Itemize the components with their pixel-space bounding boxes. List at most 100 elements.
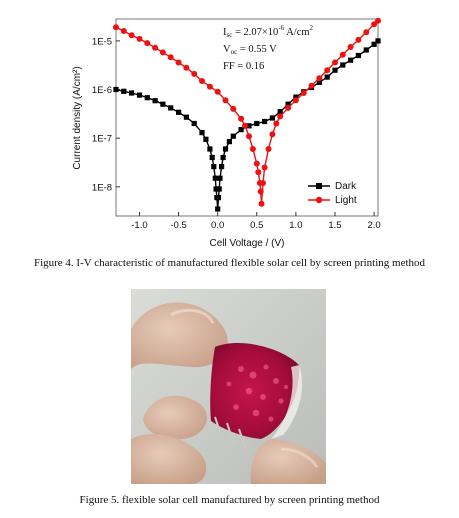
data-point <box>254 120 260 127</box>
series-light <box>113 17 381 207</box>
data-point <box>214 88 221 95</box>
data-point <box>129 90 135 96</box>
data-point <box>265 146 272 152</box>
data-point <box>144 40 151 47</box>
legend-marker-light <box>315 196 323 204</box>
data-point <box>285 101 291 107</box>
legend-marker-dark <box>316 183 322 189</box>
x-tick-label: 0.0 <box>211 220 224 231</box>
y-tick-label: 1E-5 <box>92 36 112 47</box>
data-point <box>191 120 197 127</box>
data-point <box>168 105 174 111</box>
data-point <box>324 74 330 80</box>
data-point <box>300 90 307 96</box>
data-point <box>203 136 209 142</box>
data-point <box>183 64 190 71</box>
data-point <box>113 86 119 93</box>
data-point <box>159 49 166 56</box>
data-point <box>285 104 292 111</box>
data-point <box>217 175 223 181</box>
data-point <box>246 133 252 140</box>
data-point <box>191 70 198 77</box>
data-point <box>332 59 338 66</box>
y-tick-label: 1E-7 <box>92 134 112 145</box>
data-point <box>230 133 236 139</box>
data-point <box>152 44 159 51</box>
data-point <box>175 59 182 66</box>
data-point <box>215 206 221 212</box>
legend-label-light: Light <box>335 195 357 206</box>
legend-label-dark: Dark <box>335 181 357 192</box>
data-point <box>246 123 252 129</box>
data-point <box>167 54 174 61</box>
data-point <box>293 94 299 100</box>
data-point <box>220 154 226 161</box>
data-point <box>316 79 322 85</box>
plot-frame <box>115 18 379 217</box>
figure-4-iv-chart: -1.0 -0.5 0.0 0.5 1.0 1.5 2.01E-81E-71E-61E-5 … <box>72 17 381 249</box>
data-point <box>120 28 127 34</box>
data-point <box>211 164 217 170</box>
data-point <box>238 127 244 133</box>
data-point <box>260 180 266 186</box>
data-point <box>255 169 262 176</box>
data-point <box>363 29 370 36</box>
x-tick-label: 0.5 <box>250 220 263 231</box>
annotation-isc: Isc = 2.07×10-6 A/cm2 <box>223 24 314 39</box>
data-point <box>209 154 215 161</box>
data-point <box>206 83 213 90</box>
data-point <box>371 41 377 47</box>
legend: Dark Light <box>308 181 357 206</box>
svg-text:Isc = 2.07×10-6 A/cm2: Isc = 2.07×10-6 A/cm2 <box>223 24 314 39</box>
data-point <box>176 109 182 115</box>
data-point <box>160 101 166 107</box>
data-point <box>273 120 280 127</box>
data-point <box>332 67 338 73</box>
data-point <box>242 122 248 129</box>
x-tick-label: 2.0 <box>367 220 380 231</box>
data-point <box>316 75 323 82</box>
data-point <box>371 21 378 28</box>
axis-ticks: -1.0 -0.5 0.0 0.5 1.0 1.5 2.0 1E-8 1E-7 1E-6 1E-5 <box>92 36 381 231</box>
data-series <box>113 17 381 212</box>
y-axis-label: Current density (A/cm²) <box>72 66 83 169</box>
data-point <box>257 188 264 195</box>
data-point <box>136 35 143 42</box>
data-point <box>292 97 299 104</box>
data-point <box>212 175 218 181</box>
y-tick-label: 1E-8 <box>92 182 112 193</box>
data-point <box>222 146 229 152</box>
data-point <box>136 92 143 98</box>
data-point <box>324 67 331 74</box>
data-point <box>152 98 158 104</box>
x-tick-label: 1.0 <box>289 220 302 231</box>
x-tick-label: 1.5 <box>328 220 341 231</box>
data-point <box>219 164 225 170</box>
x-axis-label: Cell Voltage / (V) <box>209 238 284 249</box>
data-point <box>277 109 283 115</box>
data-point <box>226 139 232 145</box>
data-point <box>222 97 229 104</box>
data-point <box>339 51 346 58</box>
data-point <box>375 38 381 44</box>
data-point <box>144 95 150 101</box>
annotation-voc: Voc = 0.55 V <box>223 44 277 56</box>
data-point <box>121 88 127 94</box>
data-point <box>375 17 381 24</box>
data-point <box>113 24 119 31</box>
data-point <box>249 146 256 152</box>
data-point <box>355 36 362 43</box>
data-point <box>363 47 369 53</box>
figure-5-caption: Figure 5. flexible solar cell manufactur… <box>79 494 380 506</box>
svg-text:Voc = 0.55 V: Voc = 0.55 V <box>223 44 277 56</box>
data-point <box>216 186 222 192</box>
data-point <box>348 57 354 63</box>
y-tick-label: 1E-6 <box>92 85 112 96</box>
flexible-solar-cell-photo <box>131 289 326 484</box>
data-point <box>340 62 346 68</box>
data-point <box>269 131 276 138</box>
data-point <box>355 52 361 59</box>
x-tick-label: -0.5 <box>170 220 186 231</box>
data-point <box>230 105 237 112</box>
data-point <box>269 115 275 121</box>
